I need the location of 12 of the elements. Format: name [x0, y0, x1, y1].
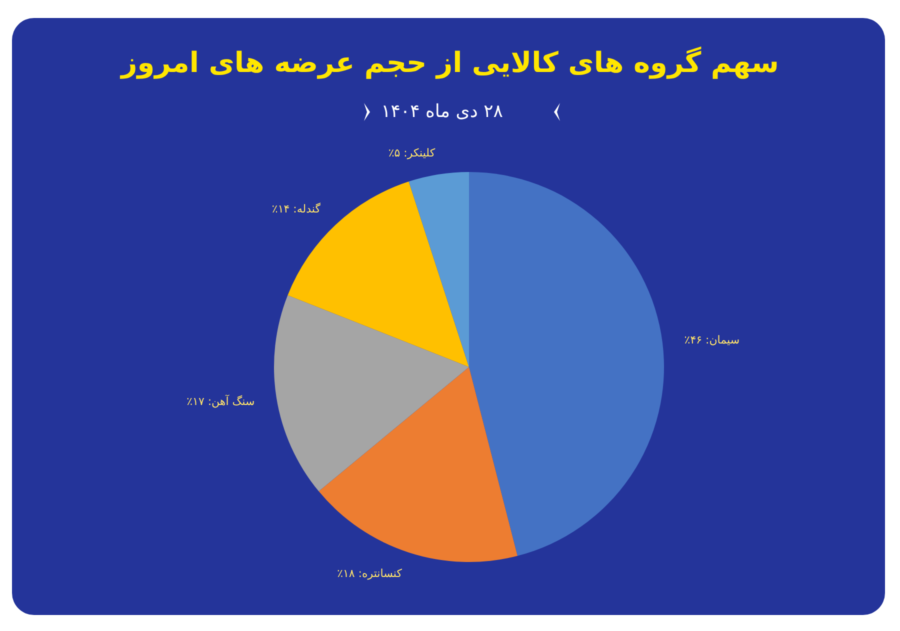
pie-slice [288, 182, 469, 367]
slice-label: کلینکر: ۵٪ [388, 146, 436, 160]
pie-slice [318, 367, 518, 562]
slice-label: سیمان: ۴۶٪ [684, 334, 740, 347]
slice-label: سنگ آهن: ۱۷٪ [186, 394, 255, 408]
chart-subtitle: ۲۸ دی ماه ۱۴۰۴ [381, 101, 504, 122]
pie-slice [408, 172, 469, 367]
chart-title: سهم گروه های کالایی از حجم عرضه های امروز [119, 46, 779, 79]
slice-label: کنسانتره: ۱۸٪ [337, 567, 403, 580]
pie-slice [274, 295, 469, 492]
pie-slice [469, 172, 664, 556]
slice-label: گندله: ۱۴٪ [272, 202, 322, 216]
